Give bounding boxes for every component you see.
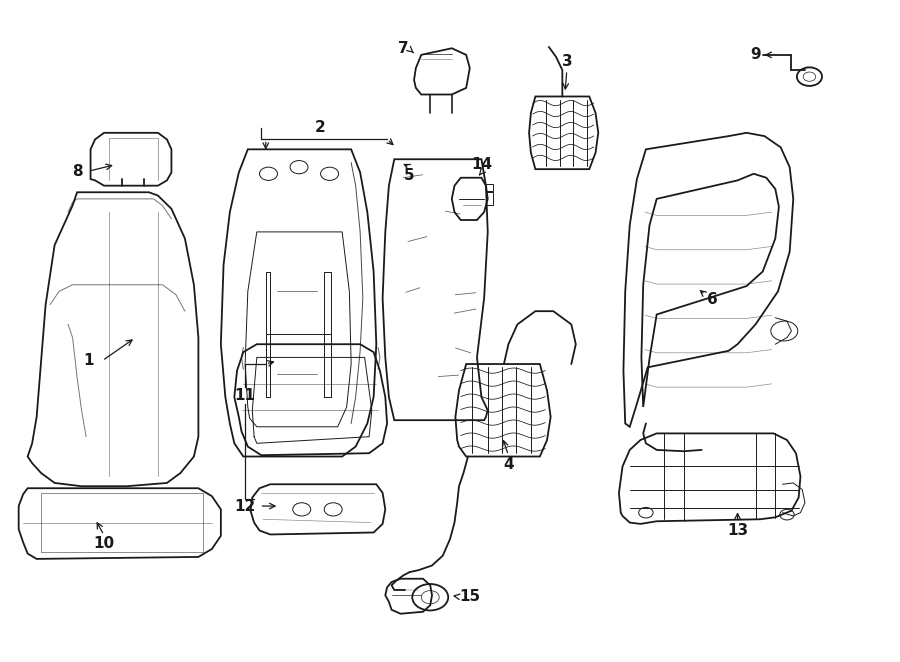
Text: 9: 9: [751, 48, 760, 62]
Text: 10: 10: [94, 536, 114, 551]
Text: 7: 7: [398, 41, 409, 56]
Text: 4: 4: [503, 457, 514, 472]
Text: 6: 6: [707, 292, 718, 307]
Text: 11: 11: [235, 388, 256, 403]
Text: 14: 14: [471, 157, 492, 172]
Text: 3: 3: [562, 54, 572, 69]
Text: 5: 5: [404, 168, 415, 183]
Text: 15: 15: [459, 589, 481, 604]
Text: 13: 13: [727, 523, 748, 538]
Text: 8: 8: [72, 164, 83, 179]
Text: 12: 12: [235, 498, 256, 514]
Text: 1: 1: [84, 354, 94, 368]
Text: 2: 2: [314, 120, 325, 135]
